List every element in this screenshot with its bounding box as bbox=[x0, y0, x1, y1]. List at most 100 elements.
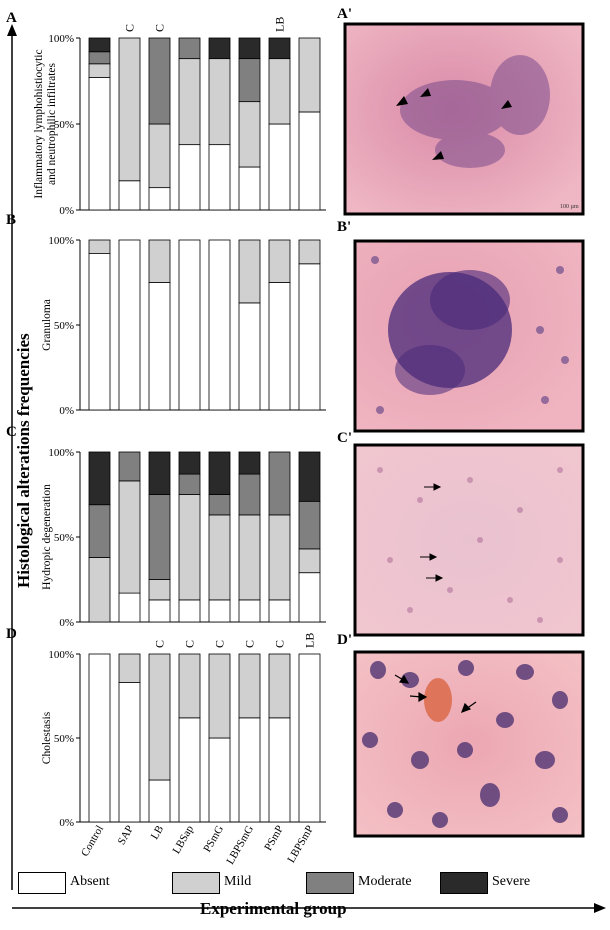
bar-segment-lbsap-mild bbox=[178, 653, 201, 719]
bar-segment-lbsap-absent bbox=[178, 717, 201, 823]
bar-segment-lb-absent bbox=[148, 282, 171, 411]
bar-segment-control-severe bbox=[88, 451, 111, 506]
legend-label-severe: Severe bbox=[492, 874, 531, 889]
bar-segment-lbpsmp-absent bbox=[298, 572, 321, 623]
bar-annotation-psmp: C bbox=[273, 640, 287, 648]
bar-segment-lbpsmg-severe bbox=[238, 37, 261, 60]
x-axis-arrowhead bbox=[594, 903, 606, 913]
bar-annotation-lbsap: C bbox=[183, 640, 197, 648]
bar-segment-psmg-mild bbox=[208, 514, 231, 601]
bar-segment-lbpsmp-absent bbox=[298, 263, 321, 411]
bar-segment-psmp-absent bbox=[268, 599, 291, 623]
bar-annotation-sap: C bbox=[123, 24, 137, 32]
y-axis-arrowhead bbox=[7, 24, 17, 36]
legend-swatch-moderate bbox=[306, 872, 354, 894]
bar-segment-psmp-mild bbox=[268, 239, 291, 283]
bar-segment-lb-moderate bbox=[148, 494, 171, 580]
bar-segment-lbsap-moderate bbox=[178, 473, 201, 495]
bar-segment-lbpsmp-severe bbox=[298, 451, 321, 502]
y-axis-label-c: Hydropic degeneration bbox=[41, 484, 53, 590]
bar-segment-psmg-absent bbox=[208, 737, 231, 823]
bar-segment-lbpsmg-mild bbox=[238, 101, 261, 168]
bar-segment-psmp-mild bbox=[268, 58, 291, 125]
chart-panel-c: C Hydropic degeneration 0% 50% 100% bbox=[6, 424, 326, 629]
bar-segment-lbsap-absent bbox=[178, 144, 201, 211]
bar-segment-lb-absent bbox=[148, 779, 171, 823]
micrograph-label-d: D' bbox=[337, 632, 352, 648]
bar-segment-sap-absent bbox=[118, 592, 141, 623]
x-tick-label-lb: LB bbox=[149, 824, 166, 842]
bar-segment-lbpsmp-moderate bbox=[298, 500, 321, 550]
bar-segment-sap-absent bbox=[118, 239, 141, 411]
micrograph-d bbox=[353, 650, 585, 838]
y-axis-label-a-line-2: and neutrophilic infiltrates bbox=[46, 62, 58, 185]
bar-segment-lbsap-moderate bbox=[178, 37, 201, 60]
bar-segment-lb-mild bbox=[148, 653, 171, 781]
bar-segment-lbpsmp-mild bbox=[298, 548, 321, 574]
bar-segment-sap-absent bbox=[118, 682, 141, 823]
y-tick-label: 50% bbox=[54, 119, 74, 131]
y-tick-label: 0% bbox=[59, 817, 74, 829]
bar-segment-lb-absent bbox=[148, 187, 171, 211]
bar-segment-lbpsmg-mild bbox=[238, 239, 261, 304]
granuloma-cluster bbox=[388, 270, 512, 395]
x-tick-label-psmg: PSmG bbox=[201, 823, 226, 854]
legend-swatch-severe bbox=[440, 872, 488, 894]
bar-segment-lb-severe bbox=[148, 451, 171, 495]
x-tick-label-sap: SAP bbox=[116, 824, 136, 847]
micrograph-a: 100 µm bbox=[343, 22, 585, 216]
arrowheads-a bbox=[396, 88, 512, 160]
bar-segment-psmp-absent bbox=[268, 282, 291, 411]
bar-segment-control-mild bbox=[88, 239, 111, 255]
bar-segment-psmg-absent bbox=[208, 239, 231, 411]
x-tick-label-psmp: PSmP bbox=[262, 824, 286, 853]
x-tick-label-lbpsmg: LBPSmG bbox=[224, 823, 256, 866]
y-tick-label: 100% bbox=[48, 235, 74, 247]
bar-segment-lb-mild bbox=[148, 123, 171, 189]
bar-annotation-lbpsmp: LB bbox=[303, 633, 317, 648]
legend-label-moderate: Moderate bbox=[358, 874, 412, 889]
bar-segment-sap-mild bbox=[118, 37, 141, 182]
y-tick-label: 100% bbox=[48, 447, 74, 459]
chart-panel-a: A Inflammatory lymphohistiocytic and neutr… bbox=[6, 10, 326, 217]
bar-segment-psmp-mild bbox=[268, 514, 291, 601]
bar-segment-lbpsmp-mild bbox=[298, 37, 321, 113]
arrows-c bbox=[420, 483, 444, 582]
bar-annotation-lbpsmg: C bbox=[243, 640, 257, 648]
y-tick-label: 0% bbox=[59, 405, 74, 417]
y-tick-label: 0% bbox=[59, 617, 74, 629]
bile-pigment bbox=[424, 678, 452, 722]
y-tick-label: 50% bbox=[54, 532, 74, 544]
bar-annotation-lb: C bbox=[153, 640, 167, 648]
y-tick-label: 50% bbox=[54, 733, 74, 745]
bar-segment-psmg-severe bbox=[208, 37, 231, 60]
bar-annotation-psmg: C bbox=[213, 640, 227, 648]
bar-segment-control-moderate bbox=[88, 51, 111, 65]
bar-segment-lbsap-absent bbox=[178, 599, 201, 623]
x-tick-label-control: Control bbox=[79, 824, 106, 859]
bar-segment-lbpsmg-absent bbox=[238, 166, 261, 211]
bar-segment-psmp-mild bbox=[268, 653, 291, 719]
bar-segment-psmp-absent bbox=[268, 123, 291, 211]
bar-segment-sap-mild bbox=[118, 480, 141, 594]
bar-segment-psmg-severe bbox=[208, 451, 231, 495]
bar-segment-lb-absent bbox=[148, 599, 171, 623]
legend-label-absent: Absent bbox=[70, 874, 110, 889]
bar-annotation-psmp: LB bbox=[273, 17, 287, 32]
legend-label-mild: Mild bbox=[224, 874, 252, 889]
bar-segment-lb-moderate bbox=[148, 37, 171, 125]
bar-segment-lb-mild bbox=[148, 239, 171, 283]
bar-segment-control-mild bbox=[88, 63, 111, 78]
bar-segment-sap-absent bbox=[118, 180, 141, 211]
x-axis-title: Experimental group bbox=[200, 899, 347, 918]
bar-segment-control-severe bbox=[88, 37, 111, 53]
bar-segment-lbpsmp-mild bbox=[298, 239, 321, 265]
bar-segment-psmg-moderate bbox=[208, 494, 231, 516]
micrograph-label-c: C' bbox=[337, 430, 352, 446]
bar-segment-lbpsmp-absent bbox=[298, 111, 321, 211]
svg-text:100 µm: 100 µm bbox=[560, 204, 579, 210]
hepatocyte-nuclei bbox=[362, 660, 568, 828]
bar-annotation-lb: C bbox=[153, 24, 167, 32]
bar-segment-psmg-mild bbox=[208, 58, 231, 146]
